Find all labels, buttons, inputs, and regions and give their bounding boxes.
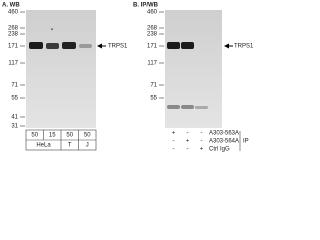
band [181, 42, 194, 49]
figure: A. WB * TRPS1 B. IP/WB TRPS1 IP 46026823… [2, 3, 254, 153]
ip-label: IP [243, 139, 249, 145]
mw-marker: 171 [147, 44, 158, 50]
target-label: TRPS1 [234, 44, 254, 50]
asterisk: * [51, 29, 54, 35]
ip-mark: + [186, 139, 190, 145]
antibody-name: A303-563A [209, 131, 239, 137]
mw-marker: 460 [147, 10, 158, 16]
band [195, 106, 208, 109]
page: {"panel_a":{"label":"A. WB","markers":["… [2, 2, 255, 153]
mw-marker: 31 [11, 124, 18, 130]
ip-mark: - [201, 131, 203, 137]
mw-marker: 460 [8, 10, 19, 16]
cell-line: HeLa [36, 143, 51, 149]
band [167, 105, 180, 109]
mw-marker: 171 [8, 44, 19, 50]
panel-label: A. WB [2, 3, 20, 9]
band [62, 42, 76, 49]
load-amount: 15 [49, 133, 56, 139]
mw-marker: 268 [8, 26, 19, 32]
band [79, 44, 92, 48]
blot [26, 10, 96, 128]
mw-marker: 71 [11, 83, 18, 89]
mw-marker: 55 [150, 96, 157, 102]
load-amount: 50 [31, 133, 38, 139]
mw-marker: 238 [147, 32, 158, 38]
arrow-head [224, 43, 229, 49]
cell-line: J [86, 143, 89, 149]
cell-line: T [68, 143, 72, 149]
mw-marker: 117 [8, 61, 18, 67]
band [46, 43, 59, 49]
arrow-head [97, 43, 102, 49]
antibody-name: A303-564A [209, 139, 239, 145]
ip-mark: - [173, 147, 175, 153]
ip-mark: - [187, 147, 189, 153]
mw-marker: 117 [147, 61, 157, 67]
mw-marker: 55 [11, 96, 18, 102]
ip-mark: - [201, 139, 203, 145]
panel-label: B. IP/WB [133, 3, 159, 9]
ip-mark: + [200, 147, 204, 153]
band [29, 42, 43, 49]
antibody-name: Ctrl IgG [209, 147, 230, 153]
mw-marker: 238 [8, 32, 19, 38]
load-amount: 50 [66, 133, 73, 139]
ip-mark: - [187, 131, 189, 137]
load-amount: 50 [84, 133, 91, 139]
band [167, 42, 180, 49]
target-label: TRPS1 [108, 44, 128, 50]
blot [165, 10, 222, 128]
mw-marker: 41 [11, 115, 18, 121]
band [181, 105, 194, 109]
mw-marker: 71 [150, 83, 157, 89]
ip-mark: - [173, 139, 175, 145]
mw-marker: 268 [147, 26, 158, 32]
ip-mark: + [172, 131, 176, 137]
